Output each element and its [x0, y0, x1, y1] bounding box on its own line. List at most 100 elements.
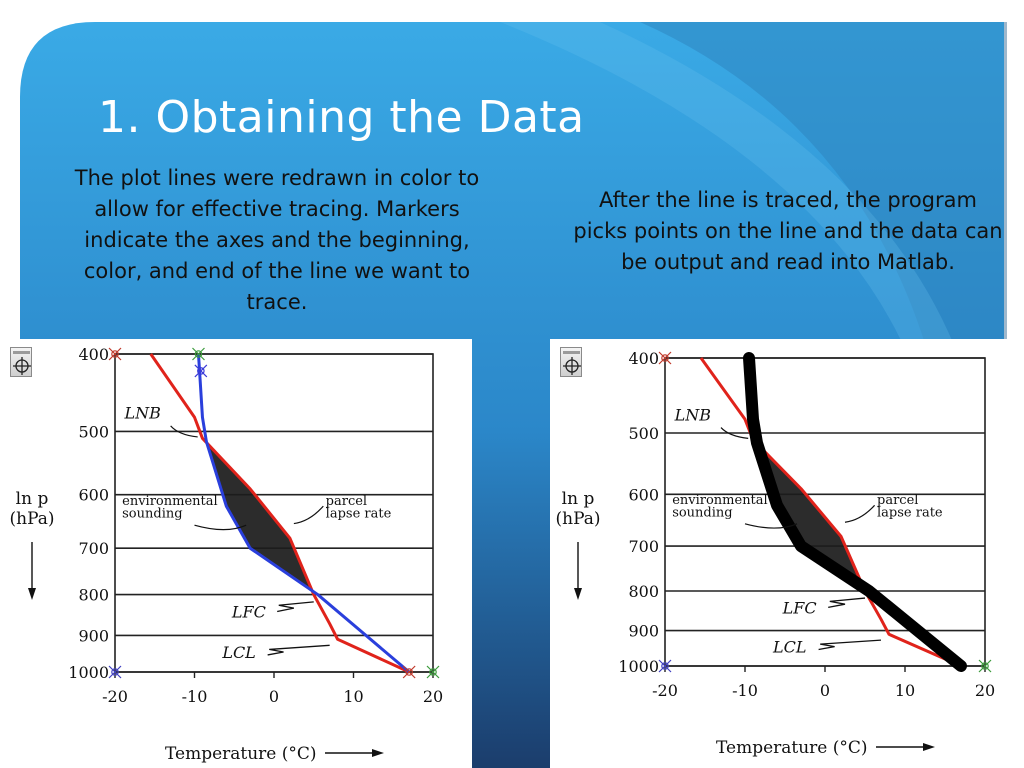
- y-axis-label-line1: ln p: [562, 489, 595, 509]
- x-tick-label: 20: [423, 687, 443, 706]
- y-axis-label-line1: ln p: [16, 489, 49, 509]
- trace-start-marker-stroke-b: [192, 347, 205, 361]
- annotation-lfc: LFC: [231, 603, 266, 622]
- annotation-lcl: LCL: [772, 637, 807, 656]
- traced-parcel-line: [743, 352, 967, 672]
- axis-marker-x-end: [426, 665, 440, 679]
- right-plot-panel: 400 500 600 700 800 900 1000 -20 -10 0 10 20 ln p (hP…: [550, 339, 1024, 768]
- annotation-parcel-line2: lapse rate: [877, 506, 943, 521]
- axis-marker-origin-top: [108, 347, 122, 361]
- y-tick-label: 800: [78, 586, 109, 605]
- x-axis-label: Temperature (°C): [716, 738, 868, 758]
- annotation-lfc: LFC: [782, 598, 817, 617]
- trace-start-marker-ring: [194, 350, 203, 358]
- annotation-lnb-pointer: [720, 427, 749, 439]
- caption-left: The plot lines were redrawn in color to …: [74, 166, 480, 314]
- cape-shaded-area: [753, 439, 869, 591]
- y-tick-label: 800: [628, 582, 659, 601]
- trace-end-marker-stroke-b: [402, 665, 416, 679]
- annotation-parcel-pointer: [293, 505, 324, 525]
- slide-right-edge: [1004, 22, 1007, 342]
- annotation-lcl: LCL: [221, 643, 256, 662]
- axis-marker-origin-top-ring: [661, 354, 669, 362]
- axis-marker-origin-bottom: [658, 659, 672, 673]
- y-tick-label: 700: [628, 537, 659, 556]
- environmental-sounding-line: [149, 353, 410, 674]
- x-tick-label: 20: [975, 681, 995, 700]
- y-axis-arrow-head: [28, 588, 36, 600]
- left-crosshair-tool-button[interactable]: [10, 347, 32, 377]
- annotation-parcel-line1: parcel: [326, 494, 367, 509]
- y-tick-label: 400: [78, 345, 109, 364]
- y-tick-label: 500: [78, 422, 109, 441]
- x-tick-label: -20: [102, 687, 128, 706]
- y-tick-label: 600: [628, 485, 659, 504]
- crosshair-select-icon: [13, 351, 31, 375]
- y-tick-label: 1000: [68, 663, 109, 682]
- crosshair-select-icon: [563, 351, 581, 375]
- annotation-lnb: LNB: [674, 406, 712, 425]
- axis-marker-origin-bottom-ring: [111, 668, 119, 676]
- annotation-parcel-line1: parcel: [877, 493, 918, 508]
- left-plot-panel: 400 500 600 700 800 900 1000 -20 -10 0 10 20 ln p (hP…: [0, 339, 472, 768]
- slide-swoosh-shadow: [640, 22, 1004, 360]
- annotation-lcl-arrow: [818, 639, 882, 651]
- caption-right: After the line is traced, the program pi…: [573, 188, 1003, 274]
- axis-marker-origin-bottom-ring: [661, 662, 669, 670]
- y-tick-label: 700: [78, 539, 109, 558]
- annotation-parcel-pointer: [844, 504, 876, 523]
- x-tick-label: 0: [820, 681, 830, 700]
- y-axis-label-line2: (hPa): [9, 509, 54, 529]
- y-tick-label: 900: [628, 622, 659, 641]
- parcel-lapse-rate-line: [196, 353, 411, 674]
- annotation-environmental-line2: sounding: [672, 506, 732, 521]
- annotation-environmental-pointer: [194, 524, 247, 531]
- annotation-parcel-line2: lapse rate: [326, 507, 392, 522]
- x-axis-arrow-head: [923, 743, 935, 751]
- annotation-environmental-line1: environmental: [672, 493, 768, 508]
- annotation-lfc-arrow: [828, 597, 866, 609]
- x-tick-label: -20: [652, 681, 678, 700]
- axis-marker-x-end-stroke-b: [426, 665, 440, 679]
- axis-marker-origin-bottom: [108, 665, 122, 679]
- axis-marker-origin-top: [658, 351, 672, 365]
- annotation-lnb: LNB: [124, 404, 162, 423]
- y-tick-label: 900: [78, 626, 109, 645]
- y-tick-label: 500: [628, 424, 659, 443]
- y-axis-arrow-head: [574, 588, 582, 600]
- trace-color-marker: [194, 364, 208, 378]
- annotation-lcl-arrow: [267, 644, 330, 656]
- x-tick-label: 10: [343, 687, 363, 706]
- cape-shaded-area: [202, 438, 318, 595]
- axis-marker-origin-top-ring: [111, 350, 119, 358]
- trace-color-marker-ring: [197, 367, 205, 375]
- axis-marker-x-end-ring: [981, 662, 989, 670]
- right-chart: 400 500 600 700 800 900 1000 -20 -10 0 10 20 ln p(hP…: [555, 349, 995, 758]
- x-tick-label: 10: [895, 681, 915, 700]
- y-tick-label: 1000: [618, 657, 659, 676]
- right-crosshair-tool-button[interactable]: [560, 347, 582, 377]
- x-tick-label: -10: [182, 687, 208, 706]
- annotation-environmental-pointer: [744, 523, 798, 529]
- axis-marker-origin-bottom-stroke-b: [108, 665, 122, 679]
- slide-swoosh-light: [500, 22, 960, 360]
- axis-marker-origin-top-stroke-b: [658, 351, 672, 365]
- environmental-sounding-line: [699, 357, 962, 668]
- trace-start-marker: [192, 347, 205, 361]
- axis-marker-x-end-stroke-b: [978, 659, 992, 673]
- axis-marker-origin-top-stroke-b: [108, 347, 122, 361]
- trace-end-marker: [402, 665, 416, 679]
- annotation-lnb-pointer: [170, 425, 198, 438]
- left-chart: 400 500 600 700 800 900 1000 -20 -10 0 10 20 ln p(hP…: [9, 345, 443, 764]
- trace-end-marker-ring: [405, 668, 413, 676]
- x-axis-arrow-head: [372, 749, 384, 757]
- axis-marker-origin-bottom-stroke-b: [658, 659, 672, 673]
- y-axis-label-line2: (hPa): [555, 509, 600, 529]
- axis-marker-x-end: [978, 659, 992, 673]
- y-tick-label: 600: [78, 486, 109, 505]
- annotation-environmental-line2: sounding: [122, 507, 182, 522]
- slide-title: 1. Obtaining the Data: [98, 92, 585, 143]
- annotation-environmental-line1: environmental: [122, 494, 218, 509]
- x-tick-label: -10: [732, 681, 758, 700]
- annotation-lfc-arrow: [277, 601, 314, 613]
